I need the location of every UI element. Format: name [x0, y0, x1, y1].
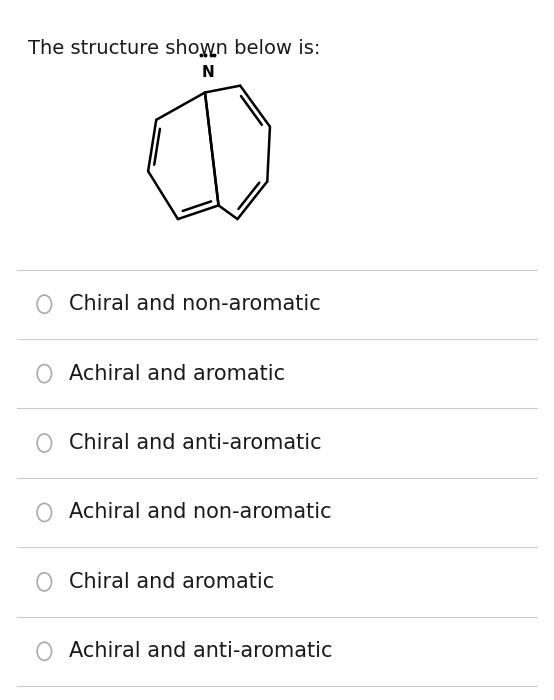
Text: Chiral and anti-aromatic: Chiral and anti-aromatic	[69, 433, 322, 453]
Text: Achiral and non-aromatic: Achiral and non-aromatic	[69, 503, 332, 522]
Text: Achiral and anti-aromatic: Achiral and anti-aromatic	[69, 641, 333, 662]
Text: Chiral and aromatic: Chiral and aromatic	[69, 572, 274, 592]
Text: Chiral and non-aromatic: Chiral and non-aromatic	[69, 294, 321, 314]
Text: Achiral and aromatic: Achiral and aromatic	[69, 363, 285, 384]
Text: N: N	[201, 65, 214, 80]
Text: The structure shown below is:: The structure shown below is:	[28, 38, 320, 57]
